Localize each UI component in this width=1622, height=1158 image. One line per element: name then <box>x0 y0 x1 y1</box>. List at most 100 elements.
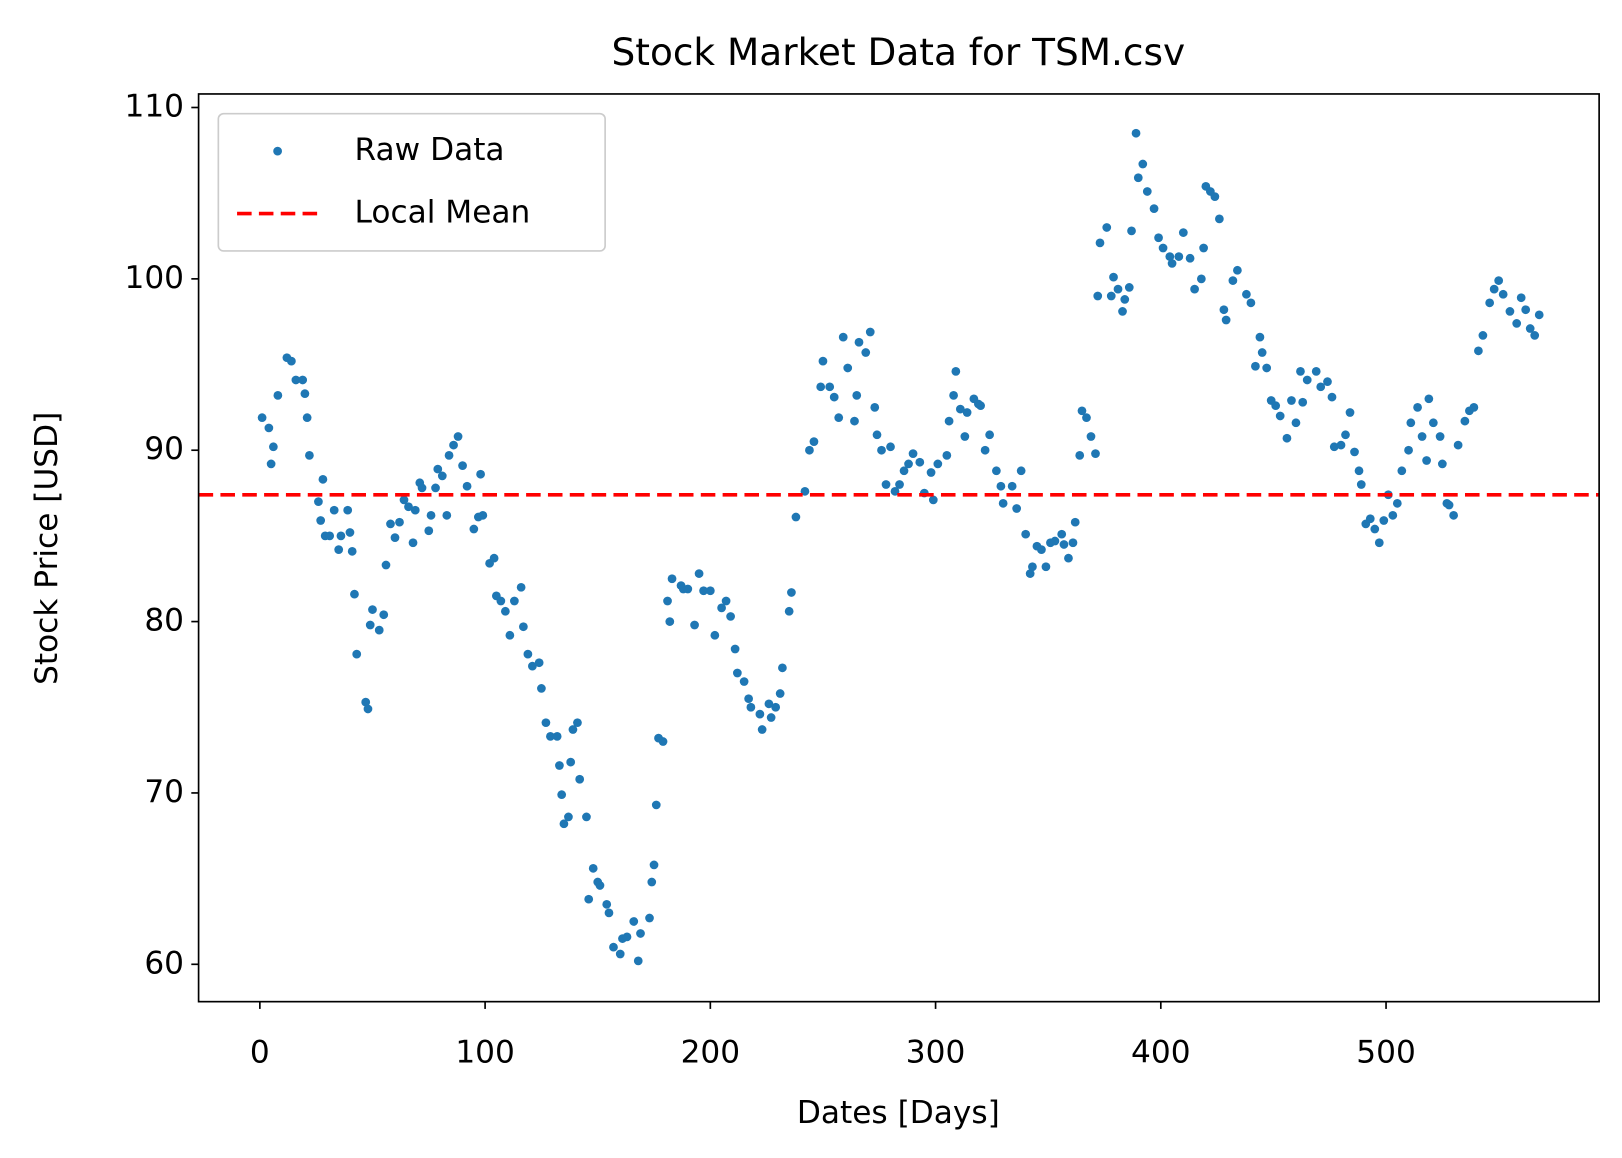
y-tick-label: 70 <box>144 774 184 810</box>
data-point <box>1350 447 1359 457</box>
data-point <box>805 445 814 455</box>
data-point <box>1525 324 1535 333</box>
data-point <box>663 596 672 606</box>
data-point <box>519 622 528 632</box>
data-point <box>1102 223 1112 232</box>
data-point <box>818 356 828 366</box>
data-point <box>566 757 576 767</box>
data-point <box>651 800 661 810</box>
data-point <box>1021 529 1031 539</box>
data-point <box>528 661 537 671</box>
data-point <box>350 589 359 599</box>
data-point <box>629 917 639 926</box>
data-point <box>1534 310 1544 320</box>
data-point <box>1370 524 1380 534</box>
data-point <box>665 617 675 626</box>
data-point <box>816 382 826 392</box>
legend-label: Local Mean <box>355 195 531 231</box>
data-point <box>850 416 859 426</box>
data-point <box>568 725 578 734</box>
data-point <box>588 863 598 873</box>
data-point <box>1327 392 1337 402</box>
data-point <box>1437 459 1447 469</box>
data-point <box>462 481 472 491</box>
data-point <box>998 498 1008 508</box>
data-point <box>1251 361 1260 371</box>
data-point <box>992 466 1001 476</box>
data-point <box>1057 529 1067 539</box>
data-point <box>1082 413 1091 423</box>
legend-box <box>217 112 606 252</box>
data-point <box>825 382 835 392</box>
data-point <box>1271 401 1281 411</box>
data-point <box>1068 538 1078 548</box>
data-point <box>1086 432 1096 441</box>
data-point <box>1016 466 1026 476</box>
data-point <box>699 586 708 596</box>
data-point <box>787 588 796 597</box>
data-point <box>1354 466 1364 476</box>
data-point <box>852 391 862 400</box>
data-point <box>1379 516 1389 525</box>
data-point <box>705 586 715 596</box>
data-point <box>690 620 699 630</box>
data-point <box>469 524 479 534</box>
data-point <box>1219 305 1229 315</box>
data-point <box>791 512 801 522</box>
data-point <box>1124 283 1134 292</box>
data-point <box>809 437 819 447</box>
data-point <box>838 332 848 342</box>
data-point <box>1474 346 1483 356</box>
data-point <box>649 860 659 870</box>
data-point <box>298 375 308 385</box>
data-point <box>1228 276 1238 285</box>
data-point <box>1449 510 1458 520</box>
data-point <box>314 497 323 506</box>
data-point <box>1404 445 1413 455</box>
data-point <box>1323 377 1332 387</box>
data-point <box>1460 416 1470 426</box>
data-point <box>1374 538 1384 548</box>
data-point <box>1521 305 1531 315</box>
data-point <box>1142 187 1152 196</box>
data-point <box>404 502 413 512</box>
data-point <box>764 699 774 709</box>
data-point <box>410 505 420 515</box>
data-point <box>1453 440 1463 450</box>
data-point <box>1417 432 1427 441</box>
legend-marker <box>273 146 282 156</box>
data-point <box>582 812 591 822</box>
data-point <box>1413 403 1422 412</box>
data-point <box>757 725 767 734</box>
data-point <box>784 606 794 616</box>
data-point <box>395 517 404 527</box>
data-point <box>1077 406 1087 416</box>
data-point <box>595 881 605 890</box>
data-point <box>1435 432 1445 441</box>
data-point <box>408 538 418 548</box>
data-point <box>1246 298 1256 308</box>
data-point <box>1199 243 1208 253</box>
data-point <box>1489 284 1499 294</box>
data-point <box>343 505 353 515</box>
data-point <box>496 596 506 606</box>
data-point <box>1316 382 1326 392</box>
data-point <box>1210 192 1220 201</box>
data-point <box>557 790 567 800</box>
data-point <box>955 404 965 414</box>
data-point <box>730 644 740 654</box>
data-point <box>510 596 519 606</box>
data-point <box>1257 348 1267 357</box>
data-point <box>717 603 726 613</box>
data-point <box>458 461 467 471</box>
data-point <box>1091 449 1100 459</box>
data-point <box>573 718 582 728</box>
data-point <box>1215 214 1224 224</box>
data-point <box>302 413 312 423</box>
data-point <box>1037 545 1046 554</box>
data-point <box>1028 562 1037 572</box>
data-point <box>1478 331 1488 340</box>
data-point <box>895 480 904 489</box>
data-point <box>609 942 618 952</box>
